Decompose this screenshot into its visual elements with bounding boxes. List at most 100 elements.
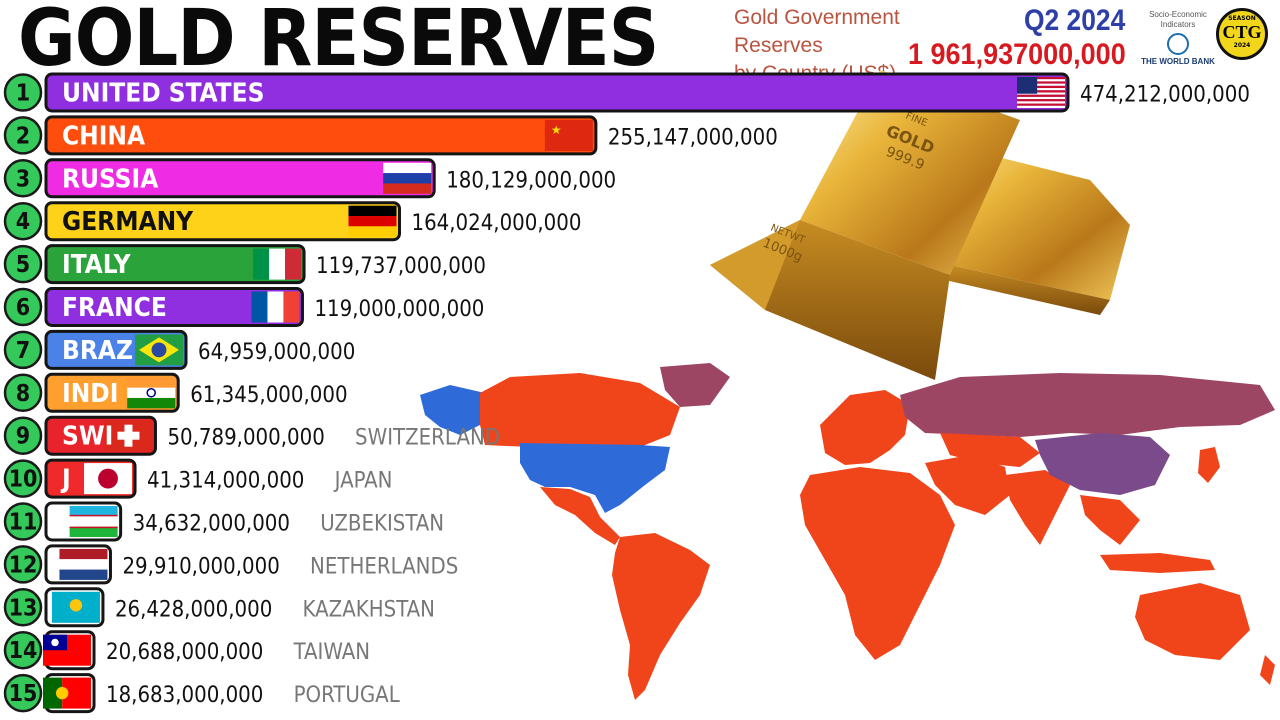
value-label: 474,212,000,000 <box>1080 83 1250 108</box>
rank-badge <box>3 416 43 455</box>
value-label: 20,688,000,000 <box>106 640 263 665</box>
rank-badge <box>3 459 43 498</box>
page-title: GOLD RESERVES <box>18 0 659 84</box>
map-russia <box>900 373 1275 437</box>
rank-badge <box>3 673 43 713</box>
subtitle-line-1: Gold Government Reserves <box>734 6 900 57</box>
gold-bar-front-top <box>800 70 1020 275</box>
rank-badge <box>3 502 43 541</box>
map-japan <box>1198 447 1220 483</box>
rank-number: 11 <box>9 510 38 536</box>
value-label: 34,632,000,000 <box>133 512 290 537</box>
map-new-zealand <box>1260 655 1275 685</box>
map-indonesia <box>1100 553 1215 573</box>
bar-label: FRANCE <box>62 293 167 323</box>
bar-label: ITALY <box>62 250 132 280</box>
rank-number: 10 <box>9 467 38 493</box>
svg-text:★: ★ <box>551 123 562 137</box>
rank-badge <box>3 373 43 413</box>
bar-label: GERMANY <box>62 207 194 237</box>
value-label: 29,910,000,000 <box>122 554 279 579</box>
channel-badge: SEASON CTG 2024 <box>1216 8 1268 60</box>
map-europe <box>820 390 910 465</box>
map-usa <box>520 443 670 513</box>
map-china <box>1035 433 1170 495</box>
rank-number: 9 <box>16 424 30 450</box>
bar-label: J <box>60 465 71 495</box>
rank-number: 2 <box>16 123 30 149</box>
value-label: 164,024,000,000 <box>411 211 581 236</box>
gold-bars-image: FINE GOLD 999.9 NETWT 1000g <box>710 70 1130 380</box>
badge-year-text: 2024 <box>1233 42 1251 49</box>
jp-flag-icon <box>84 463 133 495</box>
bar <box>44 158 436 199</box>
value-label: 41,314,000,000 <box>147 469 304 494</box>
nl-flag-icon <box>59 548 108 580</box>
source-line-1: Socio-Economic <box>1149 10 1207 19</box>
bar <box>44 287 304 327</box>
map-canada <box>480 373 680 447</box>
globe-icon <box>1167 33 1189 55</box>
bar <box>44 115 598 156</box>
bar-label: BRAZ <box>62 336 133 366</box>
de-flag-icon <box>348 205 397 237</box>
map-central-asia <box>940 433 1040 467</box>
value-label: 64,959,000,000 <box>198 340 355 365</box>
country-name-label: NETHERLANDS <box>310 554 458 579</box>
tw-flag-icon <box>43 634 91 666</box>
period-label: Q2 2024 <box>1024 4 1126 37</box>
total-value: 1 961,937000,000 <box>908 38 1126 71</box>
in-flag-icon <box>127 377 176 409</box>
map-south-america <box>612 533 710 700</box>
rank-badge <box>3 588 43 627</box>
fr-flag-icon <box>251 291 300 323</box>
pt-flag-icon <box>43 677 91 709</box>
map-india <box>1005 470 1070 545</box>
bar-label: SWI <box>62 422 113 452</box>
bar <box>44 244 306 285</box>
value-label: 50,789,000,000 <box>167 426 324 451</box>
badge-top-text: SEASON <box>1228 15 1256 22</box>
map-central-america <box>540 487 620 545</box>
country-name-label: KAZAKHSTAN <box>303 597 435 622</box>
bar-label: CHINA <box>62 121 145 151</box>
it-flag-icon <box>253 248 302 280</box>
rank-number: 5 <box>16 252 30 278</box>
value-label: 18,683,000,000 <box>106 683 263 708</box>
uz-flag-icon <box>69 506 118 537</box>
value-label: 180,129,000,000 <box>446 168 616 193</box>
rank-number: 6 <box>16 295 30 321</box>
world-map <box>420 363 1275 700</box>
rank-badge <box>3 73 43 112</box>
rank-number: 4 <box>16 209 30 235</box>
rank-badge <box>3 545 43 584</box>
rank-badge <box>3 630 43 670</box>
rank-number: 1 <box>16 81 30 107</box>
source-name: THE WORLD BANK <box>1141 57 1215 66</box>
rank-number: 13 <box>9 595 38 621</box>
rank-number: 3 <box>16 166 30 192</box>
rank-badge <box>3 201 43 241</box>
value-label: 119,000,000,000 <box>314 297 484 322</box>
bar <box>44 72 1070 113</box>
rank-number: 12 <box>9 552 38 578</box>
cn-flag-icon: ★ <box>544 119 593 151</box>
country-name-label: TAIWAN <box>293 640 370 665</box>
country-name-label: UZBEKISTAN <box>320 512 444 537</box>
country-name-label: SWITZERLAND <box>355 426 500 451</box>
map-alaska <box>420 385 485 435</box>
bar-label: INDI <box>62 379 118 409</box>
map-greenland <box>660 363 730 407</box>
value-label: 255,147,000,000 <box>608 125 778 150</box>
rank-badge <box>3 330 43 370</box>
source-line-2: Indicators <box>1160 20 1196 29</box>
value-label: 61,345,000,000 <box>190 383 347 408</box>
value-label: 26,428,000,000 <box>115 597 272 622</box>
world-bank-logo: Socio-Economic Indicators THE WORLD BANK <box>1140 10 1216 66</box>
bar <box>44 201 401 242</box>
rank-number: 14 <box>9 638 38 664</box>
ru-flag-icon <box>383 162 432 194</box>
br-flag-icon <box>134 334 183 366</box>
kz-flag-icon <box>51 591 100 623</box>
gold-bar-back-side <box>945 265 1110 315</box>
